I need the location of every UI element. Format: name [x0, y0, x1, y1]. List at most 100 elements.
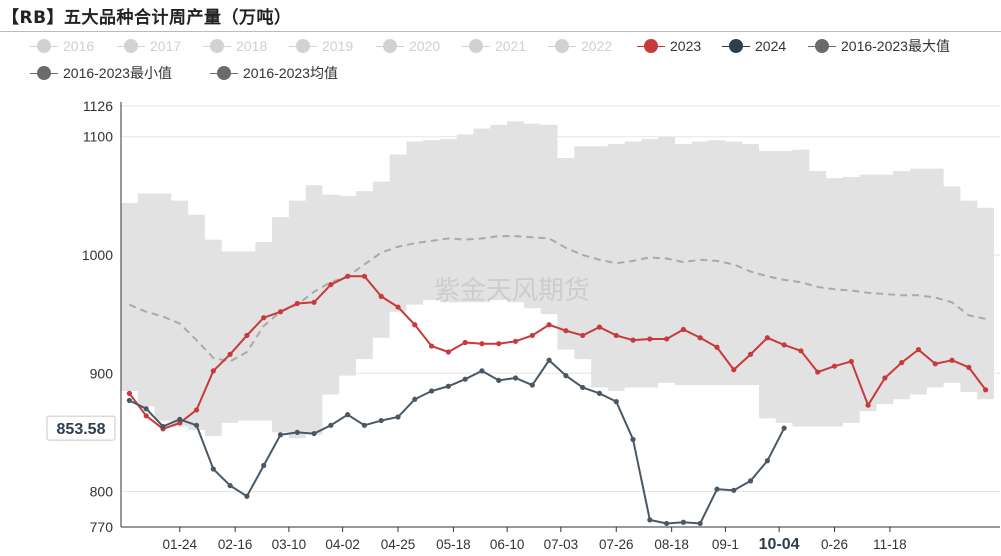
x-tick-label: 07-03: [544, 537, 579, 552]
legend-label: 2024: [755, 38, 787, 54]
legend-item-1[interactable]: 2017: [117, 34, 181, 58]
series-2023-point: [630, 337, 636, 343]
legend-marker-icon: [462, 39, 490, 53]
legend-item-6[interactable]: 2022: [548, 34, 612, 58]
x-tick-label: 10-04: [759, 536, 800, 553]
series-2023-point: [361, 273, 368, 279]
series-2024-point: [731, 487, 737, 493]
series-2023-point: [227, 351, 233, 357]
series-2023-point: [445, 349, 451, 355]
series-2024-point: [479, 368, 485, 374]
series-2023-point: [932, 361, 938, 367]
series-2023-point: [798, 348, 804, 354]
series-2024-point: [747, 478, 754, 484]
series-2024-point: [395, 414, 401, 420]
legend-label: 2016-2023均值: [243, 65, 338, 81]
series-2024-point: [647, 517, 653, 523]
series-2024-point: [781, 425, 787, 431]
series-2024-point: [714, 486, 720, 492]
series-2023-point: [747, 351, 754, 357]
series-2024-point: [512, 375, 519, 381]
title-divider: [0, 31, 1001, 32]
series-2023-point: [395, 304, 401, 310]
series-2023-point: [428, 343, 435, 349]
series-2023-line: [128, 275, 987, 430]
series-2024-point: [378, 417, 384, 424]
legend-marker-icon: [289, 39, 317, 53]
series-2023-point: [664, 336, 670, 342]
series-2023-point: [261, 315, 267, 321]
legend-item-10[interactable]: 2016-2023最小值: [30, 61, 172, 85]
legend-item-8[interactable]: 2024: [722, 34, 786, 58]
series-2023-point: [294, 300, 300, 307]
legend-item-11[interactable]: 2016-2023均值: [210, 61, 338, 85]
series-2024-point: [496, 377, 502, 383]
legend-item-0[interactable]: 2016: [30, 34, 94, 58]
series-2024-point: [244, 493, 250, 499]
max-min-band: [121, 121, 994, 439]
x-tick-label: 06-10: [490, 537, 525, 552]
x-tick-label: 07-26: [599, 537, 634, 552]
series-2024-point: [613, 399, 619, 405]
series-2024-point: [764, 458, 770, 464]
series-2023-point: [529, 332, 535, 339]
series-2023-point: [848, 358, 854, 365]
series-2024-point: [630, 436, 636, 443]
x-tick-label: 02-16: [218, 537, 253, 552]
series-2023-point: [882, 375, 888, 381]
series-2024-point: [697, 520, 703, 527]
legend-item-3[interactable]: 2019: [289, 34, 353, 58]
x-tick-label: 01-24: [162, 537, 197, 552]
series-2024-point: [328, 422, 334, 428]
series-2024-point: [227, 483, 233, 489]
legend-marker-icon: [30, 66, 58, 80]
series-2024-point: [143, 406, 149, 412]
series-2023-point: [949, 357, 955, 363]
series-2024-point: [412, 396, 418, 402]
legend-item-5[interactable]: 2021: [462, 34, 526, 58]
series-2023-point: [865, 402, 871, 408]
x-tick-label: 04-02: [325, 537, 360, 552]
chart-title: 【RB】五大品种合计周产量（万吨）: [2, 8, 292, 28]
legend-label: 2020: [409, 38, 441, 54]
series-2024-point: [261, 462, 267, 469]
legend-marker-icon: [210, 66, 238, 80]
series-2024-point: [428, 388, 435, 394]
y-tick-label: 900: [90, 365, 114, 381]
series-2024-point: [664, 520, 670, 527]
series-2023-point: [193, 407, 200, 413]
legend-marker-icon: [722, 39, 750, 53]
legend-item-9[interactable]: 2016-2023最大值: [808, 34, 950, 58]
series-2023-point: [596, 324, 603, 330]
series-2023-point: [479, 341, 485, 347]
y-tick-label: 1000: [82, 247, 113, 263]
avg-line: [129, 235, 986, 363]
y-tick-label: 1100: [83, 129, 113, 145]
series-2024-point: [596, 390, 603, 396]
series-2023-point: [328, 281, 334, 288]
series-2024-point: [160, 423, 166, 430]
legend-item-2[interactable]: 2018: [203, 34, 267, 58]
series-2023-point: [714, 344, 720, 350]
legend-marker-icon: [808, 39, 836, 53]
legend: 2016 2017 2018 2019 2020 2021 2022 2023 2024 2016…: [30, 34, 1001, 88]
series-2023-point: [680, 326, 687, 333]
series-2023-point: [496, 341, 502, 347]
series-2024-point: [193, 422, 200, 428]
series-2024-point: [445, 383, 451, 389]
legend-label: 2023: [670, 38, 702, 54]
legend-item-4[interactable]: 2020: [376, 34, 440, 58]
y-tick-label: 1126: [83, 98, 113, 114]
series-2023-point: [210, 368, 216, 374]
legend-marker-icon: [203, 39, 231, 53]
series-2024-point: [210, 466, 216, 472]
series-2023-point: [983, 387, 989, 393]
series-2023-point: [412, 322, 418, 328]
legend-label: 2018: [236, 38, 268, 54]
series-2023-point: [311, 299, 317, 305]
legend-label: 2016-2023最大值: [841, 38, 950, 54]
series-2024-point: [361, 422, 368, 428]
series-2023-point: [764, 335, 770, 341]
legend-item-7[interactable]: 2023: [637, 34, 701, 58]
